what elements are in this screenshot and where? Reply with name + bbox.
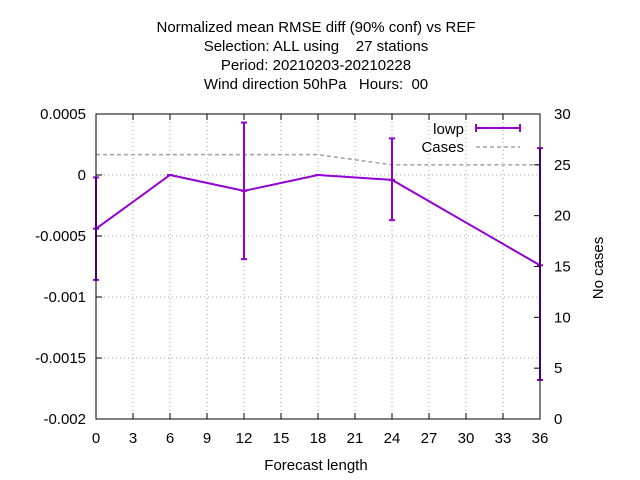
grid — [96, 114, 540, 419]
x-axis-tick-labels: 0 3 6 9 12 15 18 21 24 27 30 33 36 — [92, 430, 549, 447]
y2-tick-label-5: 5 — [554, 360, 562, 377]
y2-tick-label-0: 30 — [554, 106, 571, 123]
title-line-3: Period: 20210203-20210228 — [221, 57, 411, 74]
y2-tick-label-4: 10 — [554, 309, 571, 326]
y2-tick-label-6: 0 — [554, 411, 562, 428]
x-tick-label-10: 30 — [458, 430, 475, 447]
y2-tick-label-2: 20 — [554, 208, 571, 225]
title-line-4: Wind direction 50hPa Hours: 00 — [204, 76, 428, 93]
x-tick-label-4: 12 — [236, 430, 253, 447]
x-axis-label: Forecast length — [264, 457, 367, 474]
title-line-2: Selection: ALL using 27 stations — [204, 38, 429, 55]
y2-tick-label-3: 15 — [554, 259, 571, 276]
y-tick-label-1: 0 — [78, 167, 86, 184]
x-tick-label-0: 0 — [92, 430, 100, 447]
x-tick-label-2: 6 — [166, 430, 174, 447]
cases-line — [96, 153, 540, 166]
legend-label-cases: Cases — [421, 139, 464, 156]
x-tick-label-5: 15 — [273, 430, 290, 447]
x-tick-label-1: 3 — [129, 430, 137, 447]
legend-label-lowp: lowp — [433, 121, 464, 138]
y2-axis-tick-labels: 30 25 20 15 10 5 0 — [554, 106, 571, 428]
y-tick-label-2: -0.0005 — [35, 228, 86, 245]
x-tick-label-12: 36 — [532, 430, 549, 447]
cases-series — [96, 153, 540, 166]
x-tick-label-7: 21 — [347, 430, 364, 447]
y-tick-label-3: -0.001 — [43, 289, 86, 306]
y-tick-label-4: -0.0015 — [35, 350, 86, 367]
y-axis-tick-labels: 0.0005 0 -0.0005 -0.001 -0.0015 -0.002 — [35, 106, 86, 428]
x-tick-label-3: 9 — [203, 430, 211, 447]
chart-title: Normalized mean RMSE diff (90% conf) vs … — [157, 19, 476, 93]
lowp-line — [95, 173, 541, 267]
y-tick-label-5: -0.002 — [43, 411, 86, 428]
x-tick-label-8: 24 — [384, 430, 401, 447]
lowp-series — [93, 121, 543, 381]
y-tick-label-0: 0.0005 — [40, 106, 86, 123]
x-tick-label-11: 33 — [495, 430, 512, 447]
x-tick-label-9: 27 — [421, 430, 438, 447]
legend: lowp Cases — [421, 121, 521, 156]
y2-axis-label: No cases — [590, 237, 607, 300]
legend-sample-lowp — [475, 124, 521, 132]
title-line-1: Normalized mean RMSE diff (90% conf) vs … — [157, 19, 476, 36]
axis-ticks — [95, 113, 541, 420]
x-tick-label-6: 18 — [310, 430, 327, 447]
y2-tick-label-1: 25 — [554, 157, 571, 174]
